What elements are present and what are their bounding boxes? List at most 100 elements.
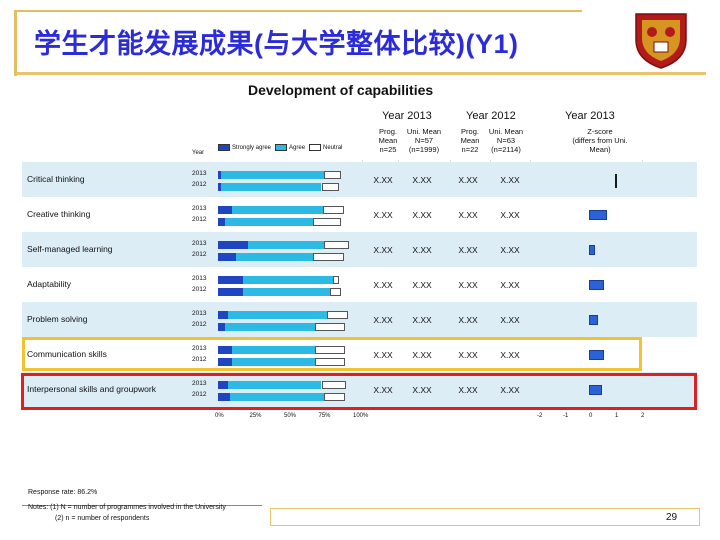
bar-agree-2012 bbox=[231, 358, 315, 366]
highlight-communication-skills bbox=[22, 337, 642, 371]
column-header-2-line-3: n=22 bbox=[461, 145, 479, 154]
column-header-4: Z-score (differs from Uni. Mean) bbox=[570, 127, 630, 154]
row-background bbox=[22, 337, 697, 372]
slide-title: 学生才能发展成果(与大学整体比较)(Y1) bbox=[34, 29, 519, 59]
notes-divider bbox=[22, 505, 262, 506]
row-background bbox=[22, 232, 697, 267]
column-header-4-line-1: Z-score bbox=[587, 127, 613, 136]
bar-neutral-2013 bbox=[322, 206, 344, 214]
bar-agree-2013 bbox=[231, 346, 315, 354]
value-cell-1: X.XX bbox=[412, 385, 432, 395]
x-tick-label: 75% bbox=[318, 413, 331, 419]
bar-neutral-2012 bbox=[324, 393, 345, 401]
column-header-1-line-3: (n=1999) bbox=[408, 145, 440, 154]
row-year-b: 2012 bbox=[192, 286, 207, 293]
z-tick-label: 2 bbox=[641, 413, 645, 419]
column-header-0: Prog. Mean n=25 bbox=[371, 127, 405, 154]
column-header-3-line-2: N=63 bbox=[496, 136, 516, 145]
value-cell-3: X.XX bbox=[500, 315, 520, 325]
bar-neutral-2013 bbox=[332, 276, 340, 284]
row-year-a: 2013 bbox=[192, 345, 207, 352]
value-cell-0: X.XX bbox=[373, 315, 393, 325]
value-cell-0: X.XX bbox=[373, 175, 393, 185]
value-cell-0: X.XX bbox=[373, 350, 393, 360]
value-cell-2: X.XX bbox=[458, 385, 478, 395]
row-year-b: 2012 bbox=[192, 391, 207, 398]
value-cell-2: X.XX bbox=[458, 245, 478, 255]
row-year-a: 2013 bbox=[192, 275, 207, 282]
value-cell-3: X.XX bbox=[500, 175, 520, 185]
column-header-1: Uni. Mean N=57 (n=1999) bbox=[404, 127, 444, 154]
row-background bbox=[22, 197, 697, 232]
bar-strongly-agree-2012 bbox=[218, 253, 236, 261]
z-tick-label: 0 bbox=[589, 413, 593, 419]
bar-agree-2013 bbox=[220, 171, 325, 179]
value-cell-3: X.XX bbox=[500, 245, 520, 255]
bar-agree-2012 bbox=[224, 218, 314, 226]
value-cell-2: X.XX bbox=[458, 350, 478, 360]
legend: Strongly agree Agree Neutral bbox=[218, 144, 342, 151]
value-cell-3: X.XX bbox=[500, 350, 520, 360]
bar-neutral-2013 bbox=[324, 241, 350, 249]
row-year-a: 2013 bbox=[192, 240, 207, 247]
zscore-bar bbox=[589, 350, 604, 360]
bar-agree-2012 bbox=[242, 288, 330, 296]
column-header-1-line-1: Uni. Mean bbox=[406, 127, 442, 136]
value-cell-2: X.XX bbox=[458, 315, 478, 325]
row-label: Self-managed learning bbox=[27, 244, 113, 254]
footer-bar bbox=[270, 508, 700, 526]
value-cell-0: X.XX bbox=[373, 280, 393, 290]
value-cell-3: X.XX bbox=[500, 385, 520, 395]
bar-neutral-2013 bbox=[314, 346, 345, 354]
bar-agree-2012 bbox=[220, 183, 322, 191]
bar-neutral-2013 bbox=[324, 171, 341, 179]
page-number: 29 bbox=[666, 512, 678, 523]
row-label: Communication skills bbox=[27, 349, 107, 359]
value-cell-1: X.XX bbox=[412, 245, 432, 255]
column-header-2-line-1: Prog. bbox=[461, 127, 479, 136]
x-tick-label: 0% bbox=[215, 413, 224, 419]
bar-neutral-2012 bbox=[329, 288, 341, 296]
bar-strongly-agree-2012 bbox=[218, 288, 243, 296]
zscore-bar bbox=[589, 315, 598, 325]
row-year-a: 2013 bbox=[192, 205, 207, 212]
bar-neutral-2012 bbox=[314, 323, 345, 331]
group-header-2012: Year 2012 bbox=[466, 110, 516, 122]
row-year-a: 2013 bbox=[192, 380, 207, 387]
column-header-3-line-3: (n=2114) bbox=[491, 145, 521, 154]
value-cell-3: X.XX bbox=[500, 280, 520, 290]
row-label: Critical thinking bbox=[27, 174, 85, 184]
bar-neutral-2013 bbox=[321, 381, 347, 389]
column-header-0-line-3: n=25 bbox=[379, 145, 397, 154]
chart-title: Development of capabilities bbox=[248, 82, 434, 98]
highlight-interpersonal-skills bbox=[21, 373, 697, 410]
group-header-zscore: Year 2013 bbox=[565, 110, 615, 122]
value-cell-1: X.XX bbox=[412, 315, 432, 325]
value-cell-1: X.XX bbox=[412, 350, 432, 360]
zscore-bar bbox=[615, 174, 617, 188]
bar-strongly-agree-2012 bbox=[218, 183, 221, 191]
value-cell-1: X.XX bbox=[412, 175, 432, 185]
value-cell-0: X.XX bbox=[373, 385, 393, 395]
bar-strongly-agree-2013 bbox=[218, 206, 232, 214]
value-cell-1: X.XX bbox=[412, 280, 432, 290]
column-header-3-line-1: Uni. Mean bbox=[488, 127, 524, 136]
bar-agree-2013 bbox=[227, 311, 328, 319]
bar-strongly-agree-2013 bbox=[218, 241, 249, 249]
row-year-b: 2012 bbox=[192, 216, 207, 223]
column-header-4-line-2: (differs from Uni. Mean) bbox=[572, 136, 628, 154]
value-cell-1: X.XX bbox=[412, 210, 432, 220]
z-tick-label: 1 bbox=[615, 413, 619, 419]
z-tick-label: -1 bbox=[563, 413, 569, 419]
column-header-2-line-2: Mean bbox=[460, 136, 480, 145]
bar-agree-2013 bbox=[231, 206, 323, 214]
group-header-2013: Year 2013 bbox=[382, 110, 432, 122]
bar-agree-2013 bbox=[242, 276, 333, 284]
title-underline bbox=[16, 72, 706, 75]
row-year-a: 2013 bbox=[192, 170, 207, 177]
column-header-1-line-2: N=57 bbox=[414, 136, 434, 145]
bar-neutral-2012 bbox=[313, 253, 344, 261]
bar-neutral-2012 bbox=[313, 218, 341, 226]
column-header-0-line-2: Mean bbox=[378, 136, 398, 145]
bar-agree-2012 bbox=[235, 253, 314, 261]
